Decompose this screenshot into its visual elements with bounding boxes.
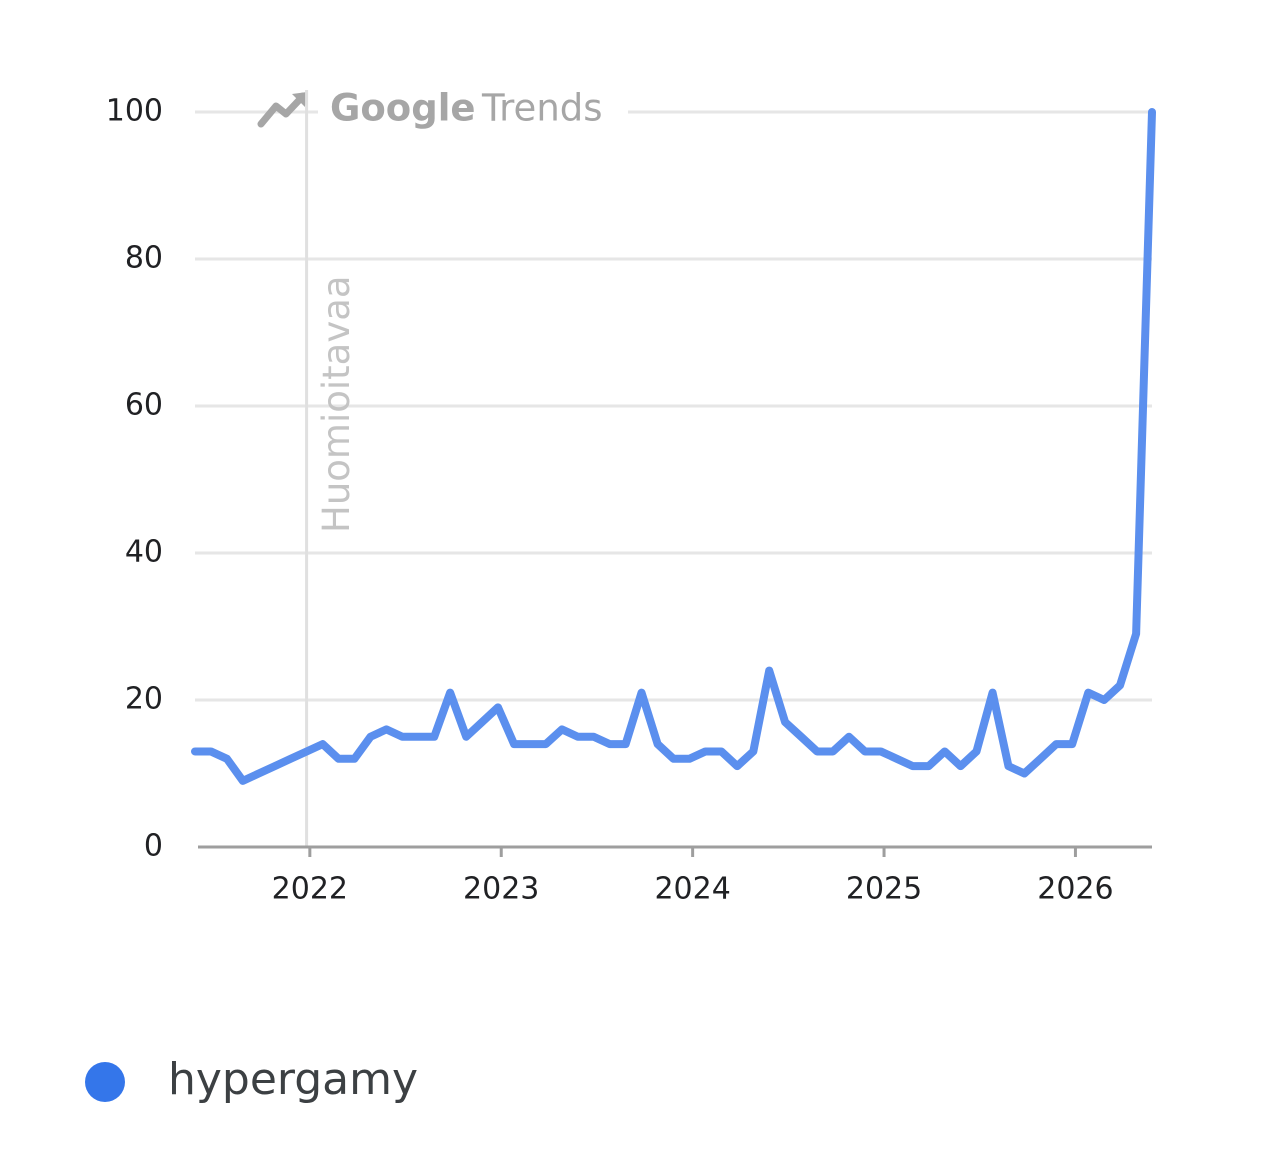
watermark-bg [318,88,628,132]
legend-marker [85,1062,125,1102]
watermark-product: Trends [481,87,603,130]
x-tick-label: 2025 [846,872,922,907]
x-tick-label: 2026 [1037,872,1113,907]
x-tick-label: 2024 [654,872,730,907]
x-tick-label: 2023 [463,872,539,907]
legend-label: hypergamy [168,1054,418,1105]
y-tick-label: 100 [106,94,163,129]
y-tick-label: 20 [125,682,163,717]
trends-logo-icon [257,92,307,128]
y-tick-label: 40 [125,535,163,570]
y-tick-label: 0 [144,829,163,864]
data-line [191,108,1156,785]
y-tick-label: 60 [125,388,163,423]
y-tick-label: 80 [125,241,163,276]
x-tick-label: 2022 [272,872,348,907]
watermark-brand: Google [330,87,475,130]
annotation-label: Huomioitavaa [315,275,358,533]
